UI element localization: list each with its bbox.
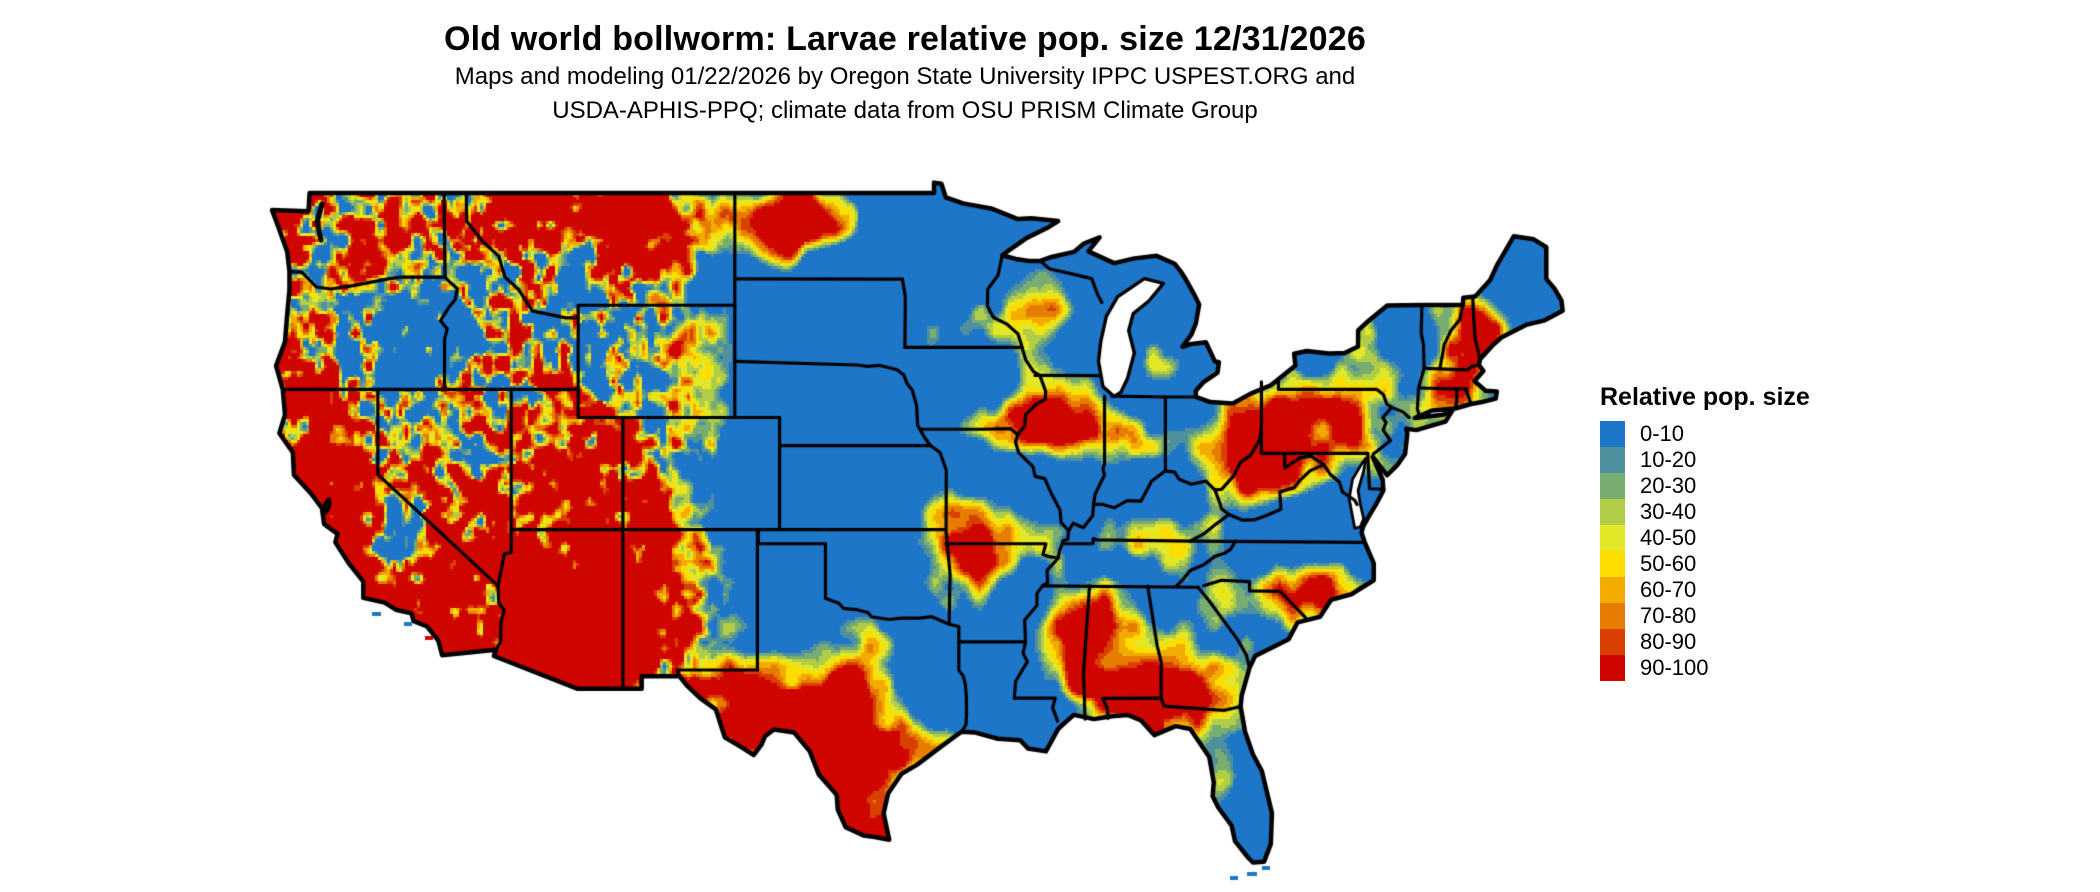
legend-row: 0-10 [1600,421,1860,447]
legend-row: 60-70 [1600,577,1860,603]
legend-swatch-icon [1600,629,1625,655]
legend-row: 50-60 [1600,551,1860,577]
legend-label: 30-40 [1640,499,1697,524]
legend-label: 40-50 [1640,525,1697,550]
legend-swatch-icon [1600,603,1625,629]
legend-label: 80-90 [1640,629,1697,654]
legend-label: 90-100 [1640,655,1709,680]
legend-swatch-icon [1600,499,1625,525]
map-subtitle: Maps and modeling 01/22/2026 by Oregon S… [0,60,1810,128]
legend-swatch-icon [1600,655,1625,681]
legend-label: 10-20 [1640,447,1697,472]
legend-label: 20-30 [1640,473,1697,498]
legend-swatch-icon [1600,473,1625,499]
legend-label: 70-80 [1640,603,1697,628]
subtitle-line-2: USDA-APHIS-PPQ; climate data from OSU PR… [552,97,1258,124]
legend-title: Relative pop. size [1600,383,1810,411]
legend-label: 60-70 [1640,577,1697,602]
legend-row: 30-40 [1600,499,1860,525]
legend-row: 20-30 [1600,473,1860,499]
legend-swatch-icon [1600,551,1625,577]
subtitle-line-1: Maps and modeling 01/22/2026 by Oregon S… [454,63,1356,90]
legend-row: 70-80 [1600,603,1860,629]
legend-rows: 0-10 10-20 20-30 30-40 40-50 50-60 60-70 70-80 8… [1600,421,1860,681]
legend-swatch-icon [1600,421,1625,447]
legend-swatch-icon [1600,447,1625,473]
legend-row: 40-50 [1600,525,1860,551]
legend: Relative pop. size 0-10 10-20 20-30 30-40 40… [1600,383,1860,681]
legend-row: 10-20 [1600,447,1860,473]
legend-row: 90-100 [1600,655,1860,681]
page-title: Old world bollworm: Larvae relative pop.… [444,20,1366,58]
legend-swatch-icon [1600,577,1625,603]
legend-label: 50-60 [1640,551,1697,576]
legend-row: 80-90 [1600,629,1860,655]
legend-label: 0-10 [1640,421,1685,446]
legend-swatch-icon [1600,525,1625,551]
